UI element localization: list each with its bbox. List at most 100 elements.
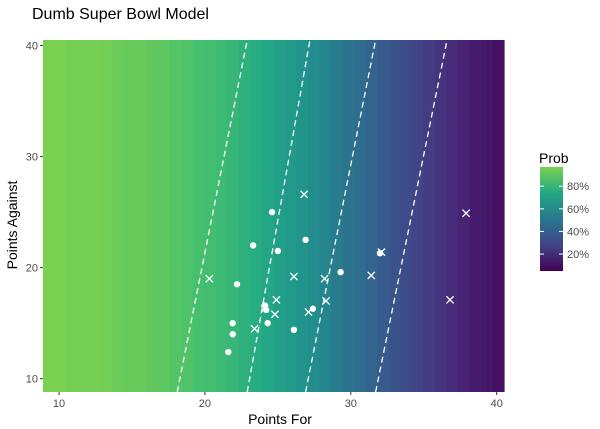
heatmap-cell (54, 40, 67, 392)
heatmap-cell (89, 40, 102, 392)
data-point-cross (289, 272, 298, 281)
heatmap-cell (354, 40, 367, 392)
legend-colorbar (540, 167, 563, 271)
heatmap-cell (342, 40, 355, 392)
heatmap-cell (227, 40, 240, 392)
heatmap-cell (100, 40, 113, 392)
heatmap-cell (204, 40, 217, 392)
plot-area (43, 39, 505, 393)
heatmap-cell (192, 40, 205, 392)
x-axis: 10 20 30 40 (53, 392, 503, 410)
data-point-cross (300, 190, 309, 199)
cross-stroke (445, 295, 455, 304)
cross-stroke (320, 274, 329, 283)
x-tick-label: 20 (199, 398, 211, 410)
y-axis-label: Points Against (4, 181, 20, 270)
heatmap-cell (331, 40, 344, 392)
data-point-circle (264, 319, 271, 327)
heatmap-cell (434, 40, 447, 392)
heatmap-cell (135, 40, 148, 392)
cross-stroke (260, 304, 269, 313)
cross-stroke (205, 274, 214, 283)
heatmap-cell (215, 40, 228, 392)
legend-ticks: 80% 60% 40% 20% (540, 181, 589, 261)
heatmap-cell (469, 40, 482, 392)
y-tick-label: 10 (26, 374, 38, 386)
heatmap-cell (261, 40, 275, 392)
cross-stroke (321, 296, 331, 306)
data-point-circle (302, 236, 309, 244)
legend-tick-label: 20% (567, 249, 589, 261)
cross-stroke (462, 209, 471, 218)
heatmap-cell (423, 40, 436, 392)
data-point-cross (320, 274, 329, 283)
heatmap-cell (319, 40, 332, 392)
cross-stroke (304, 307, 313, 317)
cross-stroke (367, 271, 376, 280)
data-point-circle (229, 319, 236, 327)
y-tick-label: 30 (26, 152, 38, 164)
heatmap-cell (77, 40, 90, 392)
legend-tick-label: 40% (567, 226, 589, 238)
heatmap-cell (365, 40, 378, 392)
cross-stroke (270, 310, 280, 319)
cross-stroke (300, 190, 309, 199)
legend-tick-label: 60% (567, 204, 589, 216)
cross-stroke (272, 295, 281, 304)
heatmap-cell (308, 40, 321, 392)
heatmap-cell (250, 40, 263, 392)
legend: Prob 80% 60% 40% 20% (539, 150, 589, 271)
heatmap-cell (238, 40, 252, 392)
heatmap-cell (112, 40, 125, 392)
heatmap-cell (273, 40, 286, 392)
data-point-cross (321, 296, 331, 306)
y-tick-label: 40 (26, 41, 38, 53)
heatmap-cell (158, 40, 171, 392)
heatmap-cell (181, 40, 194, 392)
heatmap-cell (43, 40, 56, 392)
data-point-circle (225, 348, 232, 356)
data-point-circle (337, 268, 344, 276)
data-point-cross (304, 307, 313, 317)
data-point-cross (377, 248, 386, 257)
chart-title: Dumb Super Bowl Model (32, 6, 209, 23)
heatmap-cell (388, 40, 401, 392)
data-point-cross (445, 295, 455, 304)
data-point-cross (272, 295, 281, 304)
cross-stroke (289, 272, 298, 281)
x-tick-label: 30 (345, 398, 357, 410)
heatmap-cell (169, 40, 182, 392)
data-point-circle (233, 281, 241, 288)
heatmap-cell (446, 40, 459, 392)
data-point-circle (309, 305, 317, 312)
data-point-circle (268, 208, 276, 216)
y-axis: 10 20 30 40 (26, 41, 43, 386)
data-point-circle (274, 247, 282, 255)
heatmap-cell (285, 40, 298, 392)
y-tick-label: 20 (26, 263, 38, 275)
data-point-cross (270, 310, 280, 319)
heatmap-cell (296, 40, 309, 392)
data-point-circle (261, 302, 268, 309)
heatmap-cell (66, 40, 79, 392)
data-point-circle (290, 326, 298, 334)
heatmap-cell (411, 40, 424, 392)
data-point-cross (367, 271, 376, 280)
x-axis-label: Points For (248, 411, 312, 427)
heatmap-cell (480, 40, 494, 392)
heatmap-cell (400, 40, 413, 392)
legend-tick-label: 80% (567, 181, 589, 193)
legend-title: Prob (539, 150, 569, 166)
heatmap-cell (123, 40, 136, 392)
x-tick-label: 40 (491, 398, 503, 410)
data-point-cross (260, 304, 269, 313)
data-point-cross (250, 324, 259, 333)
data-point-circle (229, 331, 236, 338)
cross-stroke (377, 248, 386, 257)
data-point-cross (462, 209, 471, 218)
data-point-circle (249, 242, 257, 249)
heatmap-cell (377, 40, 390, 392)
heatmap-cell (146, 40, 159, 392)
cross-stroke (250, 324, 259, 333)
